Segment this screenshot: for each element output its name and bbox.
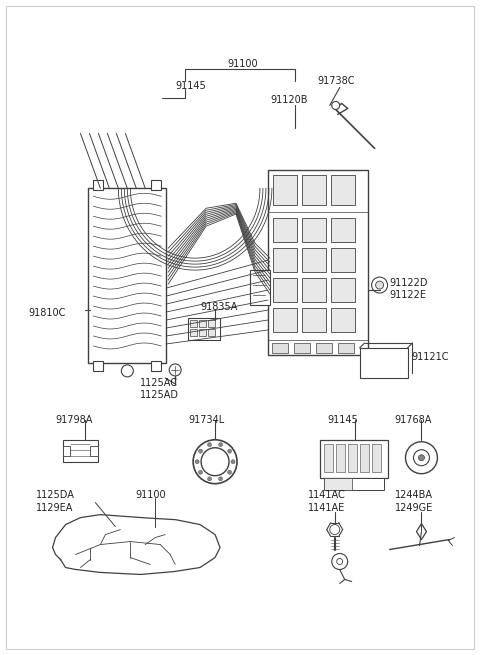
Bar — [62, 446, 71, 456]
Circle shape — [228, 449, 231, 453]
Bar — [273, 278, 297, 302]
Circle shape — [207, 443, 212, 447]
Bar — [199, 320, 206, 327]
Bar — [94, 180, 103, 191]
Bar — [302, 218, 326, 242]
Circle shape — [336, 559, 343, 565]
Text: 1129EA: 1129EA — [36, 502, 73, 513]
Text: 91122E: 91122E — [390, 290, 427, 300]
Bar — [302, 308, 326, 332]
Bar — [90, 446, 98, 456]
Circle shape — [332, 553, 348, 569]
Text: 91738C: 91738C — [318, 75, 355, 86]
Text: 91768A: 91768A — [395, 415, 432, 425]
Circle shape — [372, 277, 387, 293]
Text: 91121C: 91121C — [411, 352, 449, 362]
Circle shape — [419, 455, 424, 460]
Bar — [360, 348, 408, 378]
Circle shape — [193, 440, 237, 483]
Text: 91120B: 91120B — [270, 96, 307, 105]
Bar — [88, 188, 166, 363]
Bar — [338, 343, 354, 353]
Bar — [273, 308, 297, 332]
Bar — [348, 443, 357, 472]
Circle shape — [218, 443, 223, 447]
Bar — [273, 248, 297, 272]
Bar — [336, 443, 345, 472]
Circle shape — [199, 470, 203, 474]
Bar — [324, 477, 384, 490]
Text: 91798A: 91798A — [56, 415, 93, 425]
Bar — [62, 440, 98, 462]
Bar — [331, 218, 355, 242]
Text: 1125AD: 1125AD — [140, 390, 180, 400]
Bar — [324, 443, 333, 472]
Circle shape — [413, 450, 430, 466]
Circle shape — [231, 460, 235, 464]
Bar — [302, 176, 326, 205]
Bar — [188, 318, 220, 340]
Text: 1141AC: 1141AC — [308, 490, 346, 500]
Bar — [190, 320, 197, 327]
Text: 91145: 91145 — [328, 415, 359, 425]
Bar — [302, 248, 326, 272]
Bar — [331, 308, 355, 332]
Text: 1249GE: 1249GE — [395, 502, 433, 513]
Bar — [272, 343, 288, 353]
Circle shape — [330, 525, 340, 534]
Text: 91835A: 91835A — [200, 302, 238, 312]
Text: 1125AC: 1125AC — [140, 378, 178, 388]
Bar — [190, 329, 197, 336]
Circle shape — [169, 364, 181, 376]
Bar — [268, 170, 368, 355]
Text: 91122D: 91122D — [390, 278, 428, 288]
Bar — [151, 180, 161, 191]
Circle shape — [406, 441, 437, 474]
Bar — [331, 248, 355, 272]
Text: 91100: 91100 — [228, 58, 258, 69]
Circle shape — [199, 449, 203, 453]
Text: 91100: 91100 — [135, 490, 166, 500]
Bar — [250, 270, 270, 305]
Circle shape — [218, 477, 223, 481]
Text: 1125DA: 1125DA — [36, 490, 74, 500]
Bar — [208, 329, 215, 336]
Text: 91734L: 91734L — [188, 415, 225, 425]
Bar — [331, 278, 355, 302]
Circle shape — [195, 460, 199, 464]
Circle shape — [332, 102, 340, 109]
Bar — [320, 440, 387, 477]
Bar — [331, 176, 355, 205]
Circle shape — [121, 365, 133, 377]
Bar — [360, 443, 369, 472]
Circle shape — [376, 281, 384, 289]
Bar — [199, 329, 206, 336]
Text: 1141AE: 1141AE — [308, 502, 345, 513]
Circle shape — [228, 470, 231, 474]
Bar — [94, 361, 103, 371]
Circle shape — [207, 477, 212, 481]
Text: 91145: 91145 — [175, 81, 206, 90]
Bar — [151, 361, 161, 371]
Bar — [273, 218, 297, 242]
Bar — [324, 477, 352, 490]
Bar — [208, 320, 215, 327]
Circle shape — [201, 448, 229, 476]
Text: 91810C: 91810C — [29, 308, 66, 318]
Text: 1244BA: 1244BA — [395, 490, 432, 500]
Bar — [302, 278, 326, 302]
Bar — [273, 176, 297, 205]
Bar — [372, 443, 381, 472]
Bar — [316, 343, 332, 353]
Bar — [294, 343, 310, 353]
